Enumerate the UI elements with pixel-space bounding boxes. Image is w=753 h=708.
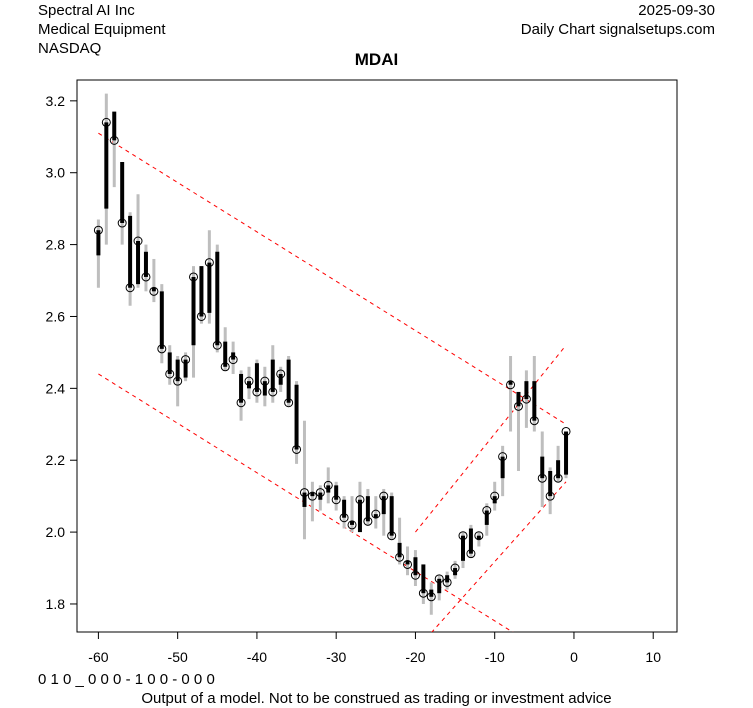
close-marker xyxy=(545,491,555,501)
y-tick-label: 1.8 xyxy=(46,596,66,612)
close-marker xyxy=(220,362,230,372)
close-marker xyxy=(410,570,420,580)
close-marker xyxy=(395,552,405,562)
y-tick-label: 2.6 xyxy=(46,308,66,324)
chart-source: Daily Chart signalsetups.com xyxy=(520,21,715,38)
x-tick-label: 0 xyxy=(570,649,578,665)
close-marker xyxy=(228,355,238,365)
y-tick-label: 2.2 xyxy=(46,452,66,468)
trend-line-lower-falling xyxy=(98,373,514,632)
trend-line-lower-rising xyxy=(431,481,567,632)
close-marker xyxy=(181,355,191,365)
close-marker xyxy=(93,225,103,235)
close-marker xyxy=(363,516,373,526)
close-marker xyxy=(403,559,413,569)
close-marker xyxy=(537,473,547,483)
x-tick-label: 10 xyxy=(645,649,661,665)
sector: Medical Equipment xyxy=(38,21,166,38)
close-marker xyxy=(196,311,206,321)
close-marker xyxy=(379,491,389,501)
x-tick-label: -60 xyxy=(88,649,108,665)
close-marker xyxy=(434,574,444,584)
close-marker xyxy=(212,340,222,350)
close-marker xyxy=(284,398,294,408)
close-marker xyxy=(387,531,397,541)
close-marker xyxy=(371,509,381,519)
close-marker xyxy=(529,416,539,426)
close-marker xyxy=(498,452,508,462)
close-marker xyxy=(458,531,468,541)
close-marker xyxy=(426,592,436,602)
close-marker xyxy=(109,135,119,145)
close-marker xyxy=(292,444,302,454)
close-marker xyxy=(561,426,571,436)
x-tick-label: -50 xyxy=(168,649,188,665)
x-tick-label: -40 xyxy=(247,649,267,665)
close-marker xyxy=(117,218,127,228)
close-marker xyxy=(450,563,460,573)
close-marker xyxy=(347,520,357,530)
close-marker xyxy=(466,549,476,559)
close-marker xyxy=(418,588,428,598)
close-marker xyxy=(553,473,563,483)
y-tick-label: 3.2 xyxy=(46,93,66,109)
close-marker xyxy=(299,488,309,498)
x-tick-label: -10 xyxy=(485,649,505,665)
chart-title: MDAI xyxy=(354,50,399,69)
y-tick-label: 3.0 xyxy=(46,165,66,181)
close-marker xyxy=(513,401,523,411)
close-marker xyxy=(442,577,452,587)
close-marker xyxy=(173,376,183,386)
x-tick-label: -30 xyxy=(326,649,346,665)
disclaimer: Output of a model. Not to be construed a… xyxy=(141,690,612,707)
y-tick-label: 2.0 xyxy=(46,524,66,540)
x-tick-label: -20 xyxy=(405,649,425,665)
trend-line-upper-falling xyxy=(98,132,567,425)
close-marker xyxy=(323,480,333,490)
close-marker xyxy=(189,272,199,282)
close-marker xyxy=(244,376,254,386)
close-marker xyxy=(252,387,262,397)
close-marker xyxy=(490,491,500,501)
close-marker xyxy=(276,369,286,379)
close-marker xyxy=(260,376,270,386)
close-marker xyxy=(157,344,167,354)
y-tick-label: 2.4 xyxy=(46,380,66,396)
close-marker xyxy=(506,380,516,390)
close-marker xyxy=(125,283,135,293)
close-marker xyxy=(133,236,143,246)
close-marker xyxy=(268,387,278,397)
chart-date: 2025-09-30 xyxy=(638,2,715,19)
company-name: Spectral AI Inc xyxy=(38,2,135,19)
close-marker xyxy=(307,491,317,501)
close-marker xyxy=(149,286,159,296)
close-marker xyxy=(236,398,246,408)
plot-frame xyxy=(76,79,678,633)
close-marker xyxy=(482,506,492,516)
close-marker xyxy=(101,117,111,127)
close-marker xyxy=(521,394,531,404)
close-marker xyxy=(339,513,349,523)
exchange: NASDAQ xyxy=(38,40,102,57)
y-tick-label: 2.8 xyxy=(46,237,66,253)
close-marker xyxy=(165,369,175,379)
close-marker xyxy=(355,495,365,505)
close-marker xyxy=(141,272,151,282)
model-code: 0 1 0 _ 0 0 0 - 1 0 0 - 0 0 0 xyxy=(38,671,215,688)
trend-line-upper-rising xyxy=(415,344,567,533)
close-marker xyxy=(474,531,484,541)
close-marker xyxy=(331,495,341,505)
close-marker xyxy=(204,258,214,268)
close-marker xyxy=(315,488,325,498)
